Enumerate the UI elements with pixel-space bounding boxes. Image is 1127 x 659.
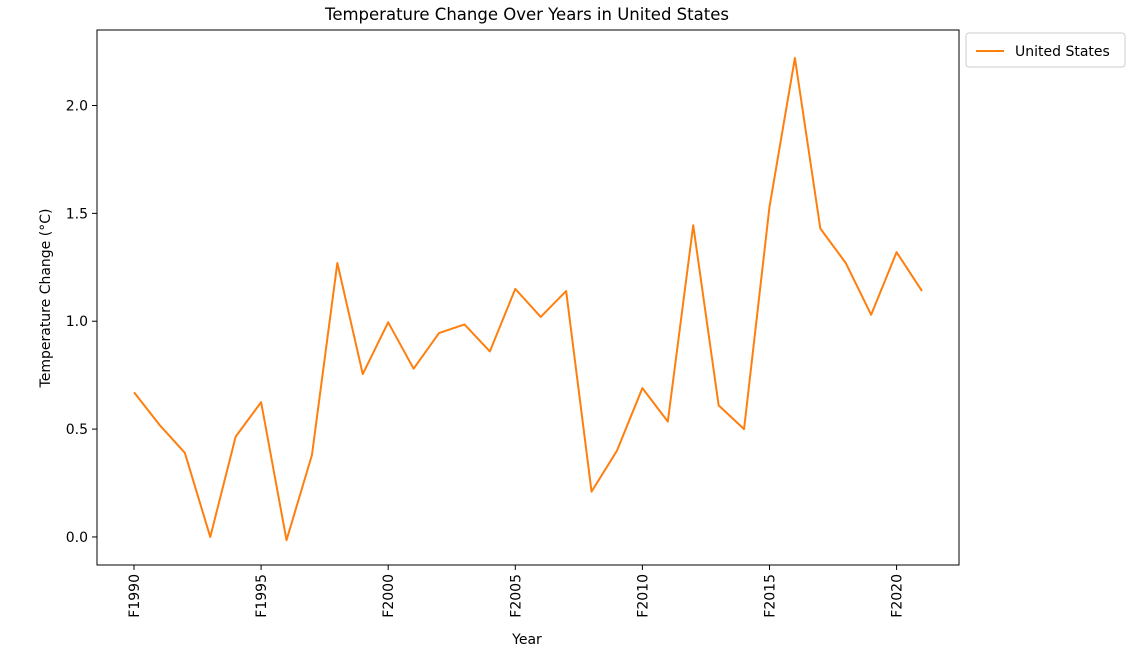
x-tick-label: F2020 — [890, 574, 906, 618]
y-tick-label: 1.5 — [66, 206, 88, 222]
y-tick-label: 0.0 — [66, 530, 88, 546]
series-line-united-states — [133, 57, 923, 542]
plot-frame — [96, 29, 960, 566]
y-axis-label: Temperature Change (°C) — [38, 209, 54, 389]
legend: United States — [965, 32, 1126, 68]
x-tick-label: F1995 — [254, 574, 270, 618]
x-tick-label: F2000 — [381, 574, 397, 618]
chart-title: Temperature Change Over Years in United … — [324, 5, 729, 24]
plot-area — [97, 30, 959, 565]
legend-label-united-states: United States — [1015, 44, 1110, 60]
x-tick-label: F1990 — [127, 574, 143, 618]
y-tick-label: 0.5 — [66, 422, 88, 438]
x-axis-label: Year — [511, 632, 542, 648]
legend-box — [965, 32, 1126, 68]
x-tick-label: F2005 — [508, 574, 524, 618]
x-tick-label: F2015 — [762, 574, 778, 618]
y-axis: 0.0 0.5 1.0 1.5 2.0 — [66, 99, 97, 546]
y-tick-label: 1.0 — [66, 314, 88, 330]
x-axis: F1990 F1995 F2000 F2005 F2010 F2015 F2020 — [127, 565, 906, 618]
y-tick-label: 2.0 — [66, 99, 88, 115]
x-tick-label: F2010 — [635, 574, 651, 618]
